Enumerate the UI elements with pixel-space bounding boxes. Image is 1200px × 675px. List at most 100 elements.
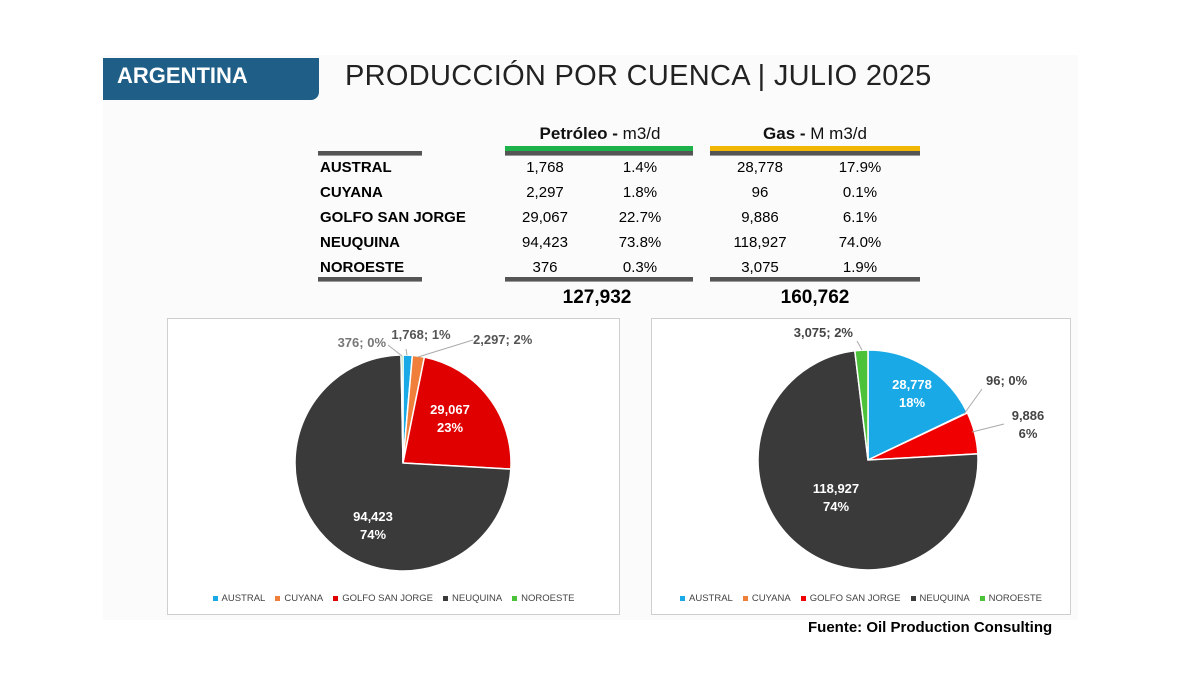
legend-label: GOLFO SAN JORGE	[342, 593, 434, 604]
data-label: 3,075; 2%	[794, 325, 854, 340]
legend-label: CUYANA	[751, 593, 791, 604]
oil-percent: 73.8%	[618, 234, 662, 251]
page-title: PRODUCCIÓN POR CUENCA | JULIO 2025	[345, 60, 932, 92]
data-label: 118,927 74%	[813, 481, 859, 514]
oil-value: 29,067	[522, 209, 568, 226]
legend-swatch	[275, 595, 281, 601]
oil-value: 2,297	[526, 184, 564, 201]
gas-value: 118,927	[733, 234, 787, 251]
legend-label: NOROESTE	[988, 593, 1042, 604]
leader-line	[963, 388, 983, 415]
legend-swatch	[443, 595, 449, 601]
data-label: 376; 0%	[338, 335, 387, 350]
legend-swatch	[333, 595, 339, 601]
pie-slice-noroeste	[853, 349, 869, 461]
data-label: 9,886 6%	[1012, 408, 1045, 441]
oil-percent: 0.3%	[622, 259, 658, 276]
gas-value: 3,075	[741, 259, 779, 276]
legend-item: NOROESTE	[979, 593, 1042, 604]
legend-item: CUYANA	[742, 593, 791, 604]
legend-label: NEUQUINA	[452, 593, 503, 604]
legend-swatch	[800, 595, 806, 601]
basin-label: GOLFO SAN JORGE	[320, 209, 466, 226]
legend: AUSTRAL CUYANA GOLFO SAN JORGE NEUQUINA NORO…	[168, 593, 619, 604]
legend-label: NOROESTE	[521, 593, 575, 604]
gas-header-bar	[710, 146, 920, 151]
oil-header-name: Petróleo	[539, 124, 608, 143]
legend-label: AUSTRAL	[221, 593, 266, 604]
table-rule	[318, 151, 422, 156]
gas-percent: 17.9%	[838, 159, 882, 176]
data-label: 96; 0%	[986, 373, 1028, 388]
basin-label: CUYANA	[320, 184, 383, 201]
legend-item: NEUQUINA	[443, 593, 502, 604]
data-label: 2,297; 2%	[473, 332, 533, 347]
oil-header-sep: -	[607, 124, 623, 143]
oil-header-bar	[505, 146, 693, 151]
basin-label: NEUQUINA	[320, 234, 401, 251]
legend-swatch	[212, 595, 218, 601]
table-rule	[710, 277, 920, 282]
oil-value: 1,768	[526, 159, 564, 176]
legend-label: AUSTRAL	[689, 593, 733, 604]
leader-line	[387, 344, 403, 357]
gas-value: 96	[751, 184, 769, 201]
gas-percent: 6.1%	[842, 209, 878, 226]
gas-percent: 0.1%	[842, 184, 878, 201]
oil-value: 94,423	[522, 234, 568, 251]
legend-label: NEUQUINA	[919, 593, 970, 604]
oil-header: Petróleo - m3/d	[505, 124, 695, 144]
legend-swatch	[742, 595, 748, 601]
leader-line	[405, 348, 408, 356]
pie-slice-austral	[867, 349, 969, 462]
gas-value: 9,886	[741, 209, 779, 226]
gas-pie-panel: 28,778 18% 96; 0% 9,886 6% 118,927 74% 3,075; 2…	[651, 318, 1071, 615]
leader-line	[971, 423, 1005, 433]
legend-swatch	[979, 595, 985, 601]
gas-header-name: Gas	[763, 124, 796, 143]
legend-item: GOLFO SAN JORGE	[800, 593, 901, 604]
table-rule	[505, 277, 693, 282]
leader-line	[856, 340, 863, 351]
basin-label: NOROESTE	[320, 259, 405, 276]
legend-swatch	[680, 595, 685, 601]
legend-label: CUYANA	[284, 593, 324, 604]
legend-label: GOLFO SAN JORGE	[809, 593, 901, 604]
legend-item: CUYANA	[275, 593, 323, 604]
country-tag: ARGENTINA	[103, 58, 319, 100]
data-label: 28,778 18%	[892, 377, 932, 410]
leader-line	[417, 339, 474, 358]
table-rule	[505, 151, 693, 156]
gas-percent: 1.9%	[842, 259, 878, 276]
basin-label: AUSTRAL	[320, 159, 392, 176]
gas-total: 160,762	[780, 287, 850, 308]
pie-chart: 1,768; 1% 2,297; 2% 29,067 23% 94,423 74% 376;…	[294, 327, 533, 572]
legend-swatch	[512, 595, 518, 601]
oil-percent: 1.8%	[622, 184, 658, 201]
gas-value: 28,778	[737, 159, 783, 176]
data-label: 94,423 74%	[353, 509, 393, 542]
source-note: Fuente: Oil Production Consulting	[808, 619, 1053, 636]
legend-item: AUSTRAL	[212, 593, 266, 604]
table-rule	[318, 277, 422, 282]
legend: AUSTRAL CUYANA GOLFO SAN JORGE NEUQUINA NORO…	[652, 593, 1070, 604]
pie-chart: 28,778 18% 96; 0% 9,886 6% 118,927 74% 3,075; 2…	[757, 325, 1045, 571]
legend-item: NEUQUINA	[910, 593, 970, 604]
gas-percent: 74.0%	[838, 234, 882, 251]
data-label: 29,067 23%	[430, 402, 470, 435]
pie-slice-neuquina	[757, 349, 979, 571]
legend-swatch	[910, 595, 916, 601]
oil-pie-panel: 1,768; 1% 2,297; 2% 29,067 23% 94,423 74% 376;…	[167, 318, 620, 615]
gas-header-sep: -	[795, 124, 811, 143]
oil-percent: 22.7%	[618, 209, 662, 226]
gas-header: Gas - M m3/d	[710, 124, 920, 144]
oil-value: 376	[532, 259, 558, 276]
pie-slice-neuquina	[294, 354, 512, 572]
oil-header-unit: m3/d	[622, 124, 661, 143]
data-label: 1,768; 1%	[391, 327, 451, 342]
oil-total: 127,932	[562, 287, 632, 308]
legend-item: NOROESTE	[512, 593, 574, 604]
gas-header-unit: M m3/d	[810, 124, 867, 143]
pie-slice-golfo-san-jorge	[402, 356, 512, 470]
